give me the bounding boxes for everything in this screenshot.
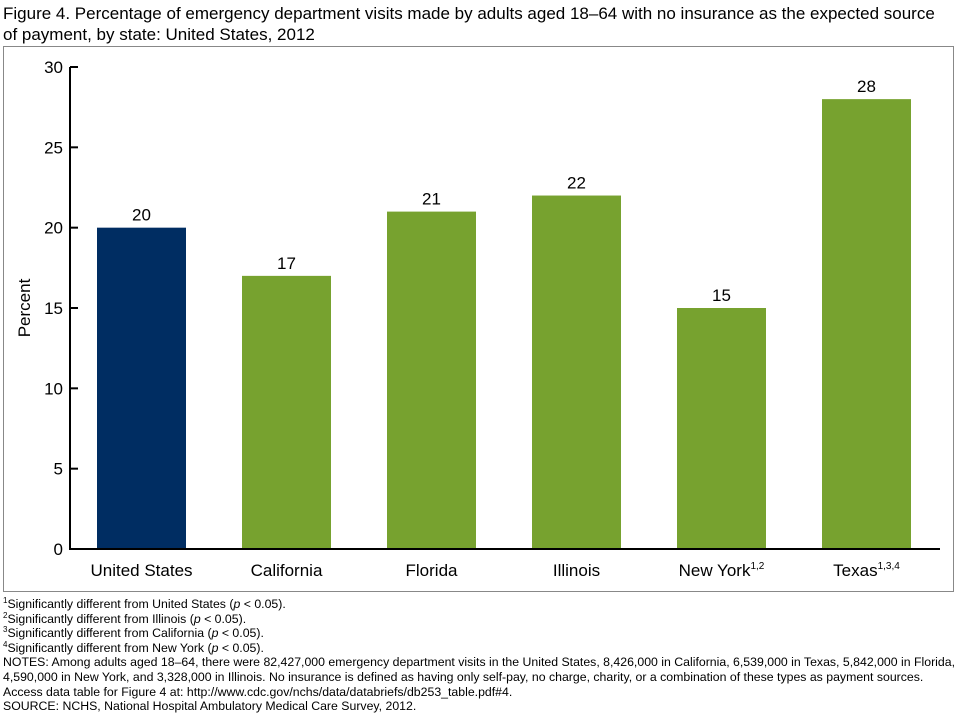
footnote-1: 1Significantly different from United Sta… xyxy=(3,596,286,612)
bar-chart: 0 5 10 15 20 25 30 Percent 20 United States 17 Cali… xyxy=(15,58,940,580)
bar-texas xyxy=(822,99,911,549)
y-axis-label: Percent xyxy=(15,278,34,337)
y-tick-label: 20 xyxy=(44,219,63,238)
y-tick-label: 30 xyxy=(44,58,63,77)
bar-california xyxy=(242,275,331,549)
data-label: 21 xyxy=(422,190,441,209)
footnote-2: 2Significantly different from Illinois (… xyxy=(3,610,247,626)
bar-florida xyxy=(387,211,476,549)
chart-frame xyxy=(3,46,954,592)
bar-illinois xyxy=(532,195,621,550)
y-tick-label: 5 xyxy=(54,460,63,479)
footnote-4: 4Significantly different from New York (… xyxy=(3,639,264,655)
footnotes: 1Significantly different from United Sta… xyxy=(3,597,958,714)
x-tick-label: United States xyxy=(90,561,192,580)
chart-title: Figure 4. Percentage of emergency depart… xyxy=(3,4,935,44)
data-label: 28 xyxy=(857,77,876,96)
y-tick-label: 15 xyxy=(44,299,63,318)
x-tick-label: California xyxy=(251,561,323,580)
bar-united-states xyxy=(97,227,186,549)
data-label: 17 xyxy=(277,254,296,273)
y-tick-label: 10 xyxy=(44,379,63,398)
notes-text: NOTES: Among adults aged 18–64, there we… xyxy=(3,655,956,699)
x-tick-label: Illinois xyxy=(553,561,600,580)
x-tick-label: Florida xyxy=(406,561,459,580)
data-label: 20 xyxy=(132,206,151,225)
data-label: 15 xyxy=(712,286,731,305)
y-tick-label: 25 xyxy=(44,138,63,157)
bar-new-york xyxy=(677,308,766,549)
x-tick-label: New York1,2 xyxy=(679,561,765,580)
footnote-3: 3Significantly different from California… xyxy=(3,625,264,641)
data-label: 22 xyxy=(567,174,586,193)
x-tick-label: Texas1,3,4 xyxy=(833,561,900,580)
source-text: SOURCE: NCHS, National Hospital Ambulato… xyxy=(3,699,417,714)
y-tick-label: 0 xyxy=(54,540,63,559)
